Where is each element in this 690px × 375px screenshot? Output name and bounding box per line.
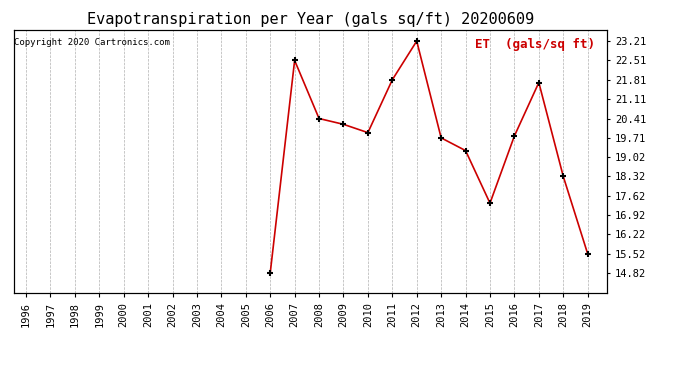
Title: Evapotranspiration per Year (gals sq/ft) 20200609: Evapotranspiration per Year (gals sq/ft)… xyxy=(87,12,534,27)
Text: ET  (gals/sq ft): ET (gals/sq ft) xyxy=(475,38,595,51)
Text: Copyright 2020 Cartronics.com: Copyright 2020 Cartronics.com xyxy=(14,38,170,47)
